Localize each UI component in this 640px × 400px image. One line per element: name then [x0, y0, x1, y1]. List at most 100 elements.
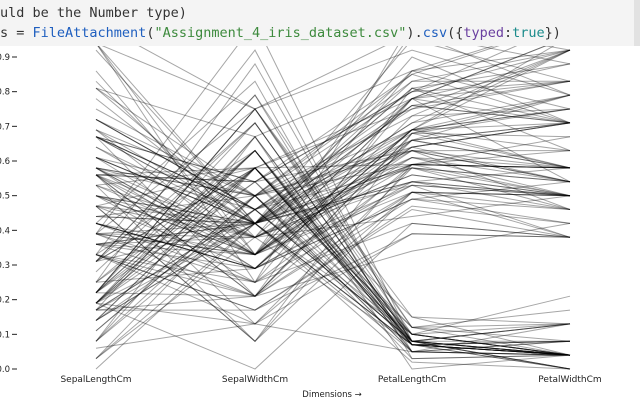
data-line-107 — [95, 56, 571, 239]
data-line-74 — [95, 167, 571, 238]
data-line-95 — [95, 181, 571, 235]
data-line-146 — [95, 108, 571, 297]
data-line-117 — [101, 46, 571, 110]
data-line-26 — [95, 167, 571, 335]
data-line-20 — [95, 167, 571, 356]
code-args-open: ({ — [447, 25, 464, 41]
data-line-30 — [95, 208, 571, 356]
x-axis-title: Dimensions → — [302, 390, 361, 400]
data-line-22 — [95, 135, 571, 370]
data-line-70 — [95, 122, 571, 217]
y-tick-label-3: 0.3 — [0, 261, 10, 271]
data-line-148 — [95, 49, 571, 186]
data-line-18 — [95, 108, 571, 342]
data-line-57 — [96, 233, 571, 311]
y-tick-label-2: 0.2 — [0, 296, 10, 306]
data-line-76 — [95, 129, 571, 256]
data-line-46 — [95, 108, 571, 356]
data-line-0 — [95, 149, 571, 356]
data-line-35 — [95, 195, 571, 360]
data-line-60 — [95, 222, 571, 370]
data-line-88 — [95, 184, 571, 245]
y-tick-label-4: 0.4 — [0, 226, 10, 236]
data-line-54 — [95, 156, 571, 256]
code-assignment-line[interactable]: s = FileAttachment("Assignment_4_iris_da… — [0, 25, 561, 41]
data-line-14 — [95, 80, 571, 360]
data-line-64 — [95, 195, 571, 245]
data-line-49 — [95, 181, 571, 356]
data-line-25 — [95, 222, 571, 356]
data-line-24 — [95, 167, 571, 356]
data-line-128 — [95, 80, 571, 256]
data-line-103 — [95, 98, 571, 238]
data-line-17 — [95, 149, 571, 346]
data-line-115 — [95, 49, 571, 197]
data-line-37 — [95, 135, 571, 370]
data-line-4 — [95, 135, 571, 356]
code-prefix: s = — [0, 25, 33, 41]
data-line-108 — [95, 87, 571, 297]
data-line-68 — [95, 163, 571, 343]
data-line-142 — [95, 108, 571, 270]
data-line-71 — [95, 191, 571, 256]
data-line-84 — [95, 163, 571, 262]
data-line-138 — [95, 122, 571, 224]
data-line-110 — [95, 94, 571, 197]
data-line-125 — [95, 73, 571, 197]
data-line-105 — [95, 46, 571, 225]
data-line-144 — [95, 46, 518, 183]
code-cell — [0, 4, 640, 46]
data-line-5 — [95, 94, 571, 328]
data-line-135 — [97, 46, 571, 225]
code-colon: : — [504, 25, 513, 41]
data-line-113 — [95, 94, 571, 297]
data-line-80 — [95, 205, 571, 311]
data-line-132 — [95, 63, 571, 256]
data-line-15 — [95, 46, 571, 342]
data-line-123 — [95, 122, 571, 270]
data-line-9 — [95, 208, 571, 370]
data-line-94 — [95, 181, 571, 270]
data-line-96 — [95, 181, 571, 238]
data-line-127 — [95, 122, 571, 224]
y-tick-label-5: 0.5 — [0, 192, 10, 202]
scrollbar[interactable] — [634, 0, 640, 46]
data-line-67 — [95, 184, 571, 270]
data-line-85 — [95, 150, 571, 207]
data-line-78 — [95, 163, 571, 238]
data-line-140 — [95, 46, 547, 211]
data-line-1 — [95, 222, 571, 356]
code-file-string: "Assignment_4_iris_dataset.csv" — [154, 25, 407, 41]
data-line-7 — [95, 167, 571, 356]
data-line-129 — [95, 87, 571, 225]
data-line-91 — [95, 156, 571, 224]
y-axis: 0.0 0.1 0.2 0.3 0.4 0.5 0.6 0.7 0.8 0.9 — [0, 53, 17, 375]
data-line-97 — [95, 174, 571, 238]
data-line-2 — [95, 195, 571, 356]
data-line-93 — [95, 233, 571, 325]
y-tick-label-6: 0.6 — [0, 157, 10, 167]
y-tick-label-7: 0.7 — [0, 122, 10, 132]
y-tick-label-1: 0.1 — [0, 330, 10, 340]
dimension-label-0: SepalLengthCm — [60, 375, 131, 385]
data-line-126 — [95, 122, 571, 256]
y-tick-label-0: 0.0 — [0, 365, 10, 375]
data-line-134 — [95, 97, 571, 283]
data-line-119 — [95, 132, 571, 343]
data-line-56 — [95, 150, 570, 183]
code-args-close: }) — [544, 25, 561, 41]
data-line-51 — [95, 163, 571, 197]
y-tick-label-9: 0.9 — [0, 53, 10, 63]
data-line-13 — [95, 222, 571, 370]
data-line-136 — [95, 46, 547, 176]
code-function-name: FileAttachment — [32, 25, 147, 41]
code-option-value: true — [512, 25, 545, 41]
data-line-39 — [95, 167, 571, 356]
data-line-122 — [97, 46, 571, 256]
data-line-131 — [138, 46, 571, 110]
data-line-69 — [95, 198, 571, 297]
data-line-28 — [95, 167, 571, 356]
code-method-name: csv — [422, 25, 448, 41]
data-line-90 — [95, 167, 571, 283]
dimension-labels: SepalLengthCm SepalWidthCm PetalLengthCm Pe… — [60, 375, 601, 385]
